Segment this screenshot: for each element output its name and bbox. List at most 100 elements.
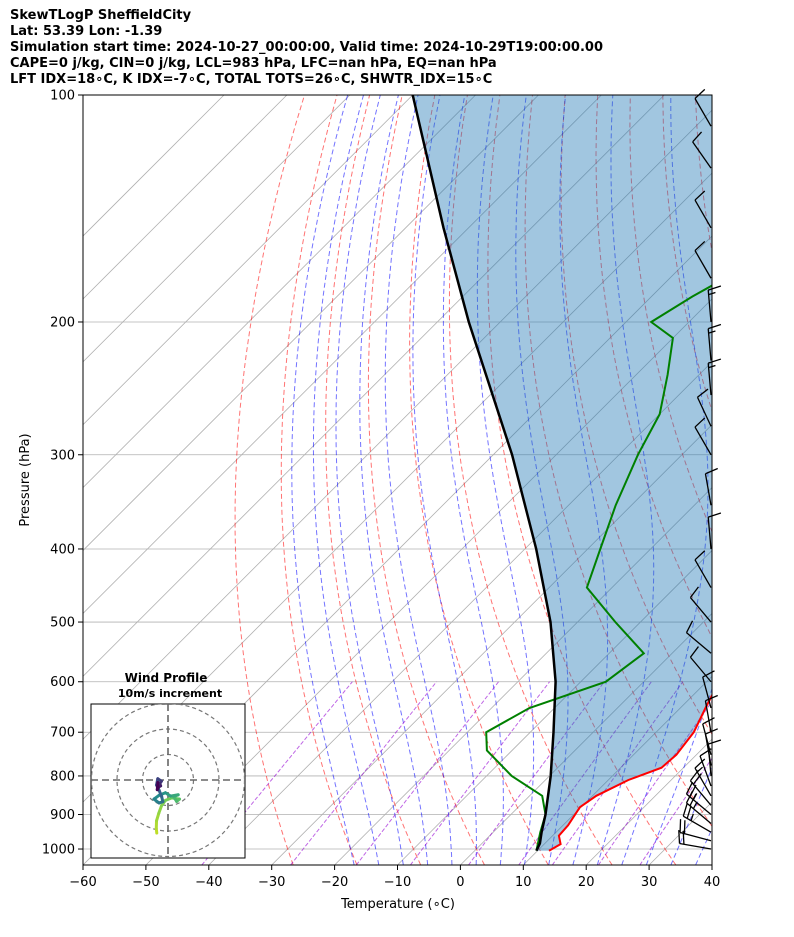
moist-adiabat — [291, 95, 355, 865]
isotherm — [83, 95, 351, 363]
moist-adiabat — [442, 95, 504, 865]
dry-adiabat — [234, 95, 305, 865]
mixing-ratio-line — [290, 681, 437, 865]
isotherm — [83, 95, 413, 426]
parcel-path-line — [411, 95, 557, 852]
wind-barb — [689, 586, 712, 623]
isotherm — [334, 487, 712, 865]
dry-adiabat — [728, 95, 794, 865]
temperature-line — [548, 693, 712, 852]
wind-barb — [707, 512, 722, 550]
dry-adiabat — [662, 95, 712, 413]
title-line-4: CAPE=0 j/kg, CIN=0 j/kg, LCL=983 hPa, LF… — [10, 56, 497, 71]
x-tick-label: 0 — [456, 875, 464, 890]
x-tick-label: 10 — [515, 875, 532, 890]
wind-barb — [694, 190, 712, 229]
isotherm — [83, 95, 288, 300]
hodograph-segment — [155, 781, 160, 792]
moist-adiabat — [384, 95, 453, 865]
isotherm — [460, 612, 712, 865]
mixing-ratio-line — [409, 681, 550, 865]
isotherm — [208, 361, 712, 865]
moist-adiabat — [596, 95, 655, 865]
moist-adiabat — [720, 95, 794, 865]
dry-adiabat — [409, 95, 549, 865]
x-tick-label: −50 — [132, 875, 159, 890]
wind-barb — [694, 758, 712, 797]
moist-adiabat — [359, 95, 429, 865]
wind-barb — [707, 358, 722, 396]
wind-barbs — [678, 88, 722, 850]
wind-barb — [707, 285, 722, 323]
moist-adiabat — [645, 687, 712, 865]
title-line-5: LFT IDX=18∘C, K IDX=-7∘C, TOTAL TOTS=26∘… — [10, 72, 493, 87]
wind-barb — [694, 550, 712, 588]
wind-barb — [704, 467, 718, 506]
isotherm — [83, 95, 476, 489]
isotherm — [83, 95, 225, 237]
wind-barb — [692, 131, 712, 169]
x-tick-label: 40 — [704, 875, 721, 890]
hodograph-title: Wind Profile — [125, 671, 208, 685]
wind-barb — [689, 646, 712, 683]
title-line-3: Simulation start time: 2024-10-27_00:00:… — [10, 40, 603, 55]
wind-barb — [694, 240, 712, 279]
isotherm — [397, 549, 712, 865]
x-tick-label: −20 — [321, 875, 348, 890]
x-tick-label: −10 — [384, 875, 411, 890]
wind-barb — [707, 323, 722, 361]
profiles — [411, 95, 712, 852]
dry-adiabat — [325, 95, 422, 865]
y-tick-label: 300 — [50, 448, 75, 463]
dry-adiabat — [367, 95, 485, 865]
isotherm — [83, 109, 712, 740]
y-tick-label: 200 — [50, 315, 75, 330]
hodograph-subtitle: 10m/s increment — [118, 687, 222, 700]
y-tick-label: 400 — [50, 542, 75, 557]
moist-adiabat — [412, 95, 477, 865]
dry-adiabat — [280, 95, 358, 865]
cin-shading — [412, 95, 712, 851]
moist-adiabat — [670, 766, 712, 865]
mixing-ratio-line — [518, 681, 652, 865]
wind-barb — [694, 417, 712, 456]
hodograph-inset — [90, 703, 246, 859]
y-tick-label: 900 — [50, 808, 75, 823]
x-tick-label: −30 — [258, 875, 285, 890]
x-tick-label: −60 — [69, 875, 96, 890]
moist-adiabat — [335, 95, 404, 865]
mixing-ratio-line — [355, 681, 499, 865]
dry-adiabat — [448, 95, 613, 865]
y-axis-label: Pressure (hPa) — [18, 433, 33, 526]
wind-barb — [685, 620, 712, 654]
wind-barb — [679, 819, 712, 842]
wind-barb — [702, 670, 715, 709]
x-axis-label: Temperature (∘C) — [340, 897, 455, 912]
x-tick-label: 20 — [578, 875, 595, 890]
isotherm — [83, 95, 602, 614]
mixing-ratio-line — [551, 681, 684, 865]
axes: −60 −50 −40 −30 −20 −10 0 10 20 30 40 1000 900 800 700… — [42, 89, 720, 891]
wind-barb — [704, 694, 718, 733]
wind-barb — [696, 388, 712, 427]
y-tick-label: 1000 — [42, 843, 75, 858]
y-tick-label: 800 — [50, 769, 75, 784]
x-tick-label: −40 — [195, 875, 222, 890]
isotherm — [83, 95, 539, 552]
title-line-2: Lat: 53.39 Lon: -1.39 — [10, 24, 163, 39]
isotherm — [145, 298, 712, 865]
background-lines — [83, 95, 794, 865]
moist-adiabat — [621, 95, 709, 865]
isotherm — [83, 95, 665, 677]
dry-adiabat — [524, 95, 712, 828]
isotherm — [523, 675, 712, 865]
y-tick-label: 500 — [50, 616, 75, 631]
isotherm — [711, 864, 712, 865]
y-tick-label: 700 — [50, 726, 75, 741]
dewpoint-line — [485, 284, 712, 851]
dry-adiabat — [560, 95, 712, 736]
moist-adiabat — [559, 95, 609, 865]
title-line-1: SkewTLogP SheffieldCity — [10, 8, 192, 23]
x-tick-label: 30 — [641, 875, 658, 890]
